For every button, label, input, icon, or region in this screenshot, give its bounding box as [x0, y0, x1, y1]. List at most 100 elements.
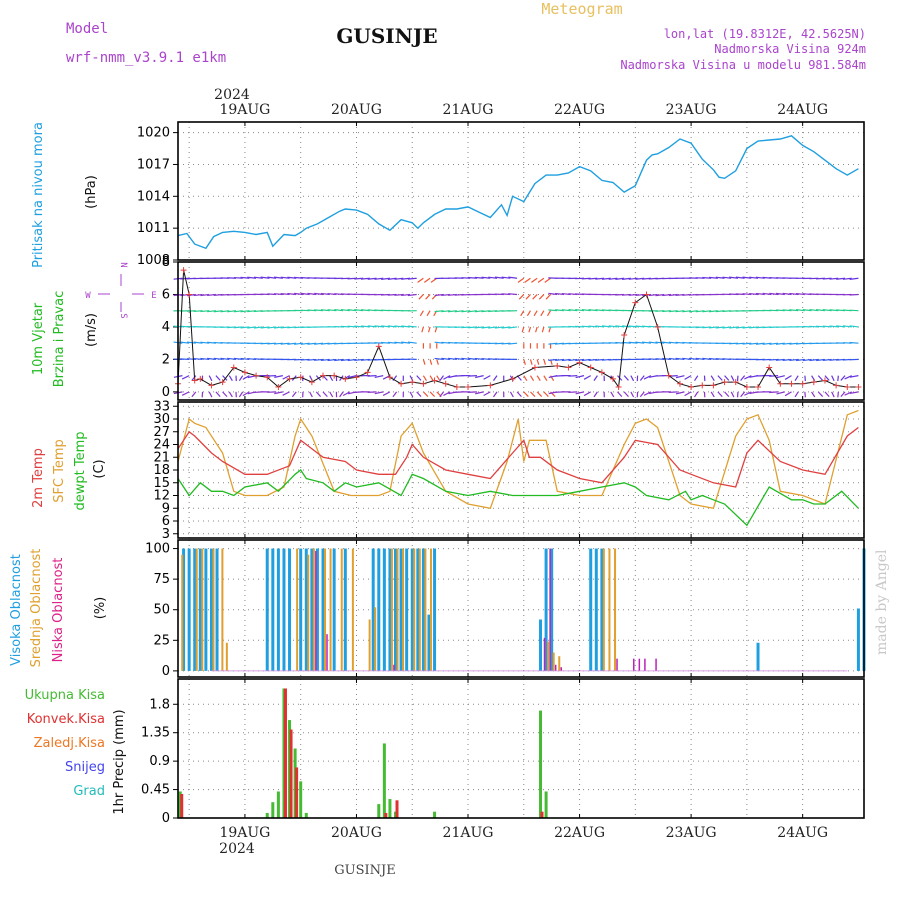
wind-arrow	[595, 277, 605, 280]
tick-label: 15	[153, 476, 170, 491]
wind-speed-marker	[676, 380, 683, 387]
cloud-bar	[393, 664, 395, 671]
wind-arrow	[769, 342, 779, 345]
precip-legend-item: Ukupna Kisa	[25, 688, 105, 703]
wind-arrow	[789, 309, 799, 312]
wind-arrow	[815, 277, 826, 280]
day-label-top: 22AUG	[554, 102, 605, 118]
tick-label: 21	[153, 450, 170, 465]
wind-arrow	[181, 391, 190, 396]
cloud-bar	[276, 548, 280, 671]
wind-arrow	[702, 357, 712, 361]
wind-arrow	[508, 293, 518, 296]
wind-speed-marker	[197, 375, 204, 382]
wind-arrow	[608, 277, 618, 280]
wind-arrow	[710, 375, 715, 382]
wind-arrow	[322, 375, 328, 381]
wind-arrow	[544, 277, 551, 283]
cloud-bar	[221, 548, 224, 671]
wind-arrow	[724, 375, 730, 381]
wind-speed-marker	[297, 374, 304, 381]
cloud-bar	[271, 548, 275, 671]
wind-arrow	[523, 359, 526, 365]
wind-speed-marker	[621, 332, 628, 339]
wind-arrow	[849, 293, 859, 296]
wind-arrow	[849, 277, 859, 280]
wind-arrow	[394, 325, 404, 328]
wind-arrow	[387, 277, 397, 280]
wind-arrow	[568, 375, 578, 377]
wind-arrow	[436, 359, 439, 365]
wind-arrow	[610, 391, 615, 398]
tick-label: 9	[162, 501, 170, 516]
wind-arrow	[247, 276, 257, 279]
cloud-bar	[433, 548, 437, 671]
wind-speed-marker	[487, 382, 494, 389]
cloud-bar	[402, 548, 405, 671]
wind-arrow	[548, 292, 558, 296]
wind-speed-marker	[844, 384, 851, 391]
wind-arrow	[488, 326, 498, 329]
wind-arrow	[468, 310, 478, 313]
wind-speed-marker	[810, 379, 817, 386]
day-label-top: 21AUG	[443, 102, 494, 118]
cloud-bar	[600, 548, 604, 671]
cloud-bar	[212, 548, 215, 671]
wind-arrow	[508, 326, 518, 329]
wind-panel: 0 2 4 6 8	[162, 255, 865, 401]
wind-speed-marker	[699, 382, 706, 389]
wind-arrow	[238, 375, 244, 381]
wind-arrow	[695, 310, 705, 313]
wind-arrow	[849, 391, 859, 395]
wind-arrow	[339, 391, 344, 398]
wind-arrow	[426, 310, 431, 317]
tick-label: 8	[162, 255, 170, 270]
day-label-bottom: 24AUG	[777, 825, 828, 841]
wind-arrow	[474, 310, 484, 313]
wind-arrow	[300, 358, 310, 361]
wind-arrow	[274, 375, 283, 378]
wind-arrow	[824, 375, 830, 381]
wind-arrow	[595, 309, 605, 312]
wind-arrow	[360, 309, 370, 312]
wind-arrow	[593, 391, 598, 398]
wind-arrow	[193, 341, 203, 344]
wind-arrow	[536, 375, 541, 382]
cloud-bar	[416, 548, 420, 671]
wind-arrow	[508, 276, 518, 279]
wind-arrow	[662, 341, 672, 344]
svg-text:W: W	[85, 291, 91, 301]
pressure-line	[177, 135, 859, 250]
cloud-bar	[614, 548, 617, 671]
wind-arrow	[501, 276, 511, 279]
wind-arrow	[575, 391, 585, 395]
wind-arrow	[434, 310, 444, 313]
wind-arrow	[784, 375, 792, 380]
wind-arrow	[729, 326, 739, 329]
cloud-bar	[329, 548, 332, 671]
wind-arrow	[240, 326, 250, 329]
wind-arrow	[648, 293, 658, 297]
wind-arrow	[568, 309, 578, 312]
wind-speed-marker	[610, 375, 617, 382]
wind-arrow	[822, 325, 832, 328]
wind-arrow	[662, 293, 672, 297]
tick-label: 25	[153, 633, 170, 648]
svg-text:E: E	[151, 291, 156, 301]
wind-arrow	[186, 293, 196, 297]
wind-speed-marker	[777, 380, 784, 387]
wind-arrow	[789, 358, 799, 362]
wind-speed-marker	[710, 382, 717, 389]
cloud-bar	[299, 548, 303, 671]
wind-arrow	[740, 375, 746, 381]
cloud-bar	[343, 548, 347, 671]
wind-arrow	[422, 375, 427, 382]
wind-arrow	[675, 391, 685, 395]
wind-speed-marker	[186, 291, 193, 298]
wind-arrow	[537, 277, 545, 283]
wind-arrow	[520, 310, 525, 317]
wind-speed-marker	[654, 323, 661, 330]
wind-arrow	[708, 276, 718, 279]
wind-arrow	[829, 277, 839, 280]
